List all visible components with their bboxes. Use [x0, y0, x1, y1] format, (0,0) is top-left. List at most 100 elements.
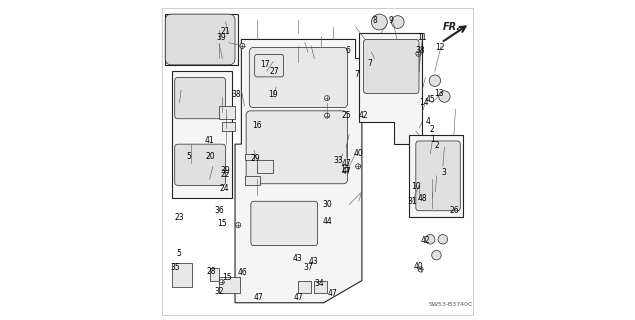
Text: 7: 7 — [355, 70, 359, 79]
FancyBboxPatch shape — [250, 47, 347, 108]
Text: 26: 26 — [449, 206, 458, 215]
Circle shape — [236, 222, 241, 228]
Circle shape — [418, 267, 423, 272]
Text: 35: 35 — [171, 263, 180, 272]
Bar — [219, 106, 235, 119]
Text: 8: 8 — [372, 16, 377, 25]
FancyBboxPatch shape — [255, 54, 284, 77]
Text: 15: 15 — [340, 165, 350, 174]
Text: 46: 46 — [237, 268, 247, 277]
Text: 10: 10 — [411, 182, 420, 191]
Text: 36: 36 — [214, 206, 224, 215]
Circle shape — [356, 164, 361, 169]
Bar — [219, 277, 240, 293]
Text: 41: 41 — [205, 136, 215, 146]
Text: 39: 39 — [220, 166, 230, 175]
Text: 5: 5 — [176, 249, 181, 258]
Text: 31: 31 — [408, 197, 417, 206]
Text: 1: 1 — [430, 135, 435, 144]
Text: 23: 23 — [175, 212, 184, 222]
Polygon shape — [165, 14, 238, 65]
Text: 4: 4 — [425, 117, 431, 126]
Bar — [244, 176, 260, 185]
Text: 29: 29 — [251, 154, 260, 163]
Text: 21: 21 — [221, 27, 231, 36]
Bar — [257, 160, 273, 173]
Text: 43: 43 — [293, 254, 302, 263]
Text: 39: 39 — [217, 33, 227, 42]
Circle shape — [324, 113, 330, 118]
Text: 24: 24 — [219, 184, 229, 193]
Circle shape — [391, 16, 404, 28]
Text: 22: 22 — [221, 170, 231, 179]
Text: 15: 15 — [217, 219, 227, 228]
Circle shape — [371, 14, 387, 30]
Text: 30: 30 — [322, 200, 332, 209]
FancyBboxPatch shape — [251, 201, 318, 246]
Bar — [314, 281, 327, 293]
Bar — [244, 154, 254, 160]
Text: 44: 44 — [322, 217, 332, 226]
Polygon shape — [359, 33, 422, 144]
FancyBboxPatch shape — [165, 14, 235, 65]
Text: FR.: FR. — [443, 22, 461, 32]
Text: 47: 47 — [253, 293, 263, 302]
Text: 16: 16 — [253, 121, 262, 130]
Polygon shape — [410, 135, 464, 217]
Text: 27: 27 — [270, 67, 279, 76]
Text: 6: 6 — [345, 46, 350, 55]
Text: 37: 37 — [303, 263, 313, 272]
Text: 38: 38 — [416, 46, 425, 55]
Text: 19: 19 — [268, 91, 278, 100]
Text: 47: 47 — [341, 167, 351, 176]
Polygon shape — [235, 39, 362, 303]
Circle shape — [416, 51, 421, 56]
Text: 2: 2 — [430, 125, 435, 134]
Text: 47: 47 — [328, 289, 337, 298]
Text: 34: 34 — [314, 279, 324, 288]
Text: 2: 2 — [434, 141, 439, 150]
FancyBboxPatch shape — [246, 111, 347, 184]
FancyBboxPatch shape — [175, 144, 225, 185]
Text: 38: 38 — [232, 91, 241, 100]
Text: 28: 28 — [206, 267, 216, 276]
Circle shape — [219, 280, 224, 285]
Polygon shape — [171, 71, 232, 198]
Text: SW53-B3740C: SW53-B3740C — [429, 302, 473, 307]
Text: 32: 32 — [215, 287, 224, 296]
FancyBboxPatch shape — [363, 39, 419, 93]
Text: 17: 17 — [260, 60, 270, 69]
FancyBboxPatch shape — [175, 77, 225, 119]
Text: 14: 14 — [419, 99, 429, 108]
Bar — [222, 122, 235, 132]
Text: 5: 5 — [187, 152, 192, 161]
Text: 3: 3 — [441, 168, 446, 177]
Bar — [298, 281, 311, 293]
Text: 13: 13 — [434, 89, 443, 98]
Text: 40: 40 — [353, 149, 363, 158]
Circle shape — [438, 235, 448, 244]
Text: 40: 40 — [413, 262, 424, 271]
Circle shape — [432, 251, 441, 260]
Bar — [171, 263, 192, 287]
Text: 25: 25 — [341, 111, 351, 120]
Circle shape — [240, 43, 245, 48]
Text: 12: 12 — [435, 43, 444, 52]
Circle shape — [425, 235, 435, 244]
Text: 48: 48 — [418, 194, 427, 203]
Text: 11: 11 — [417, 33, 427, 42]
Text: 47: 47 — [293, 293, 304, 302]
Text: 45: 45 — [425, 95, 436, 104]
Bar — [210, 268, 219, 281]
Text: 47: 47 — [341, 159, 351, 168]
Text: 7: 7 — [368, 59, 372, 68]
Circle shape — [439, 91, 450, 102]
Text: 15: 15 — [222, 273, 232, 282]
Text: 43: 43 — [309, 257, 318, 266]
Text: 33: 33 — [333, 156, 343, 164]
Text: 42: 42 — [420, 236, 430, 245]
Text: 20: 20 — [206, 152, 215, 161]
Circle shape — [429, 75, 441, 86]
Text: 42: 42 — [358, 111, 368, 120]
Circle shape — [324, 96, 330, 101]
